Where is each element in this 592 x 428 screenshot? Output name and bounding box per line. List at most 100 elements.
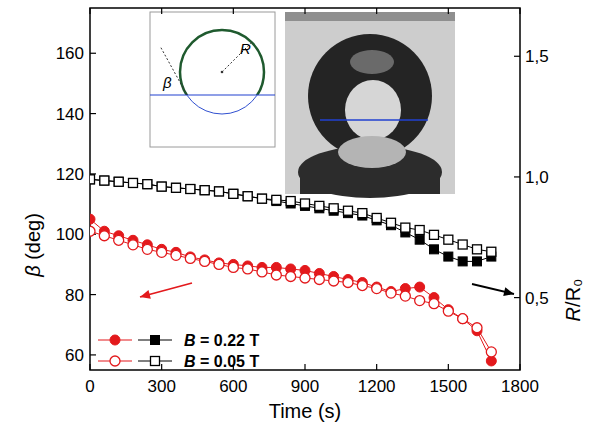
y-tick-label: 60 <box>65 346 84 365</box>
x-tick-top <box>376 8 377 14</box>
data-point <box>458 257 467 266</box>
x-tick-top <box>448 8 449 14</box>
data-point <box>272 195 281 204</box>
x-tick-top <box>161 8 162 14</box>
data-point <box>90 175 95 184</box>
data-point <box>157 182 166 191</box>
data-point <box>157 247 167 257</box>
data-point <box>157 182 166 191</box>
data-point <box>415 282 425 292</box>
data-point <box>243 192 252 201</box>
drop-outline <box>180 30 264 114</box>
x-tick-label: 1500 <box>429 377 467 396</box>
photo-line <box>320 119 428 121</box>
text-part: B <box>184 332 196 349</box>
data-point <box>185 253 195 263</box>
data-point <box>90 226 95 236</box>
photo-core <box>345 80 401 140</box>
data-point <box>200 256 210 266</box>
photo-highlight <box>350 50 394 74</box>
photo-top <box>285 12 455 21</box>
data-point <box>473 257 482 266</box>
data-point <box>243 264 253 274</box>
x-tick-label: 1800 <box>501 377 539 396</box>
x-tick <box>304 364 305 370</box>
data-point <box>200 186 209 195</box>
data-point <box>443 306 453 316</box>
data-point <box>286 197 295 206</box>
series-line <box>90 231 491 352</box>
data-point <box>129 178 138 187</box>
x-tick-label: 300 <box>147 377 175 396</box>
data-point <box>358 209 367 218</box>
data-point <box>257 267 267 277</box>
data-point <box>386 288 396 298</box>
data-point <box>114 235 124 245</box>
y2-tick <box>514 297 520 298</box>
chart: βR03006009001200150018006080100120140160… <box>0 0 592 428</box>
data-point <box>473 245 482 254</box>
data-point <box>387 218 396 227</box>
data-point <box>128 240 138 250</box>
data-point <box>429 299 439 309</box>
y2-axis-title: R/R₀ <box>562 279 584 322</box>
data-point <box>114 177 123 186</box>
x-axis-title: Time (s) <box>269 400 342 422</box>
series-markers <box>90 226 496 357</box>
y-tick <box>90 113 96 114</box>
data-point <box>100 176 109 185</box>
data-point <box>344 206 353 215</box>
inset-photo <box>285 12 455 198</box>
y-tick-label: 140 <box>56 105 84 124</box>
plot-data <box>90 175 496 366</box>
data-point <box>444 235 453 244</box>
y-tick <box>90 354 96 355</box>
data-point <box>114 177 123 186</box>
data-point <box>271 270 281 280</box>
legend-marker <box>151 336 160 345</box>
y2-tick <box>514 176 520 177</box>
x-tick-top <box>233 8 234 14</box>
text-part: β <box>162 74 172 91</box>
data-point <box>357 281 367 291</box>
photo-base <box>300 172 440 194</box>
text-part: = 0.22 T <box>196 332 260 349</box>
baseline <box>150 94 275 95</box>
data-point <box>186 185 195 194</box>
data-point <box>301 199 310 208</box>
data-point <box>258 194 267 203</box>
data-point <box>415 235 424 244</box>
data-point <box>444 252 453 261</box>
data-point <box>172 183 181 192</box>
series-markers <box>90 175 496 256</box>
data-point <box>99 231 109 241</box>
data-point <box>486 347 496 357</box>
series-line <box>90 219 491 361</box>
arrow-head <box>140 290 151 299</box>
data-point <box>172 183 181 192</box>
data-point <box>415 296 425 306</box>
text-part: (deg) <box>22 213 44 265</box>
x-tick <box>161 364 162 370</box>
arrow-head <box>503 287 514 296</box>
series-line <box>90 179 491 251</box>
text-part: β <box>22 265 44 277</box>
data-point <box>228 262 238 272</box>
data-point <box>229 189 238 198</box>
y-tick-label: 120 <box>56 165 84 184</box>
data-point <box>458 314 468 324</box>
data-point <box>458 314 468 324</box>
annotation: β <box>162 74 172 91</box>
series-markers <box>90 214 496 366</box>
text-part: /R₀ <box>562 279 584 307</box>
data-point <box>129 178 138 187</box>
photo-core <box>338 136 406 168</box>
data-point <box>315 201 324 210</box>
text-part: = 0.05 T <box>196 353 260 370</box>
axis-arrow <box>472 284 514 296</box>
data-point <box>458 240 467 249</box>
data-point <box>487 247 496 256</box>
data-point <box>243 192 252 201</box>
data-point <box>401 223 410 232</box>
x-tick-label: 1200 <box>358 377 396 396</box>
